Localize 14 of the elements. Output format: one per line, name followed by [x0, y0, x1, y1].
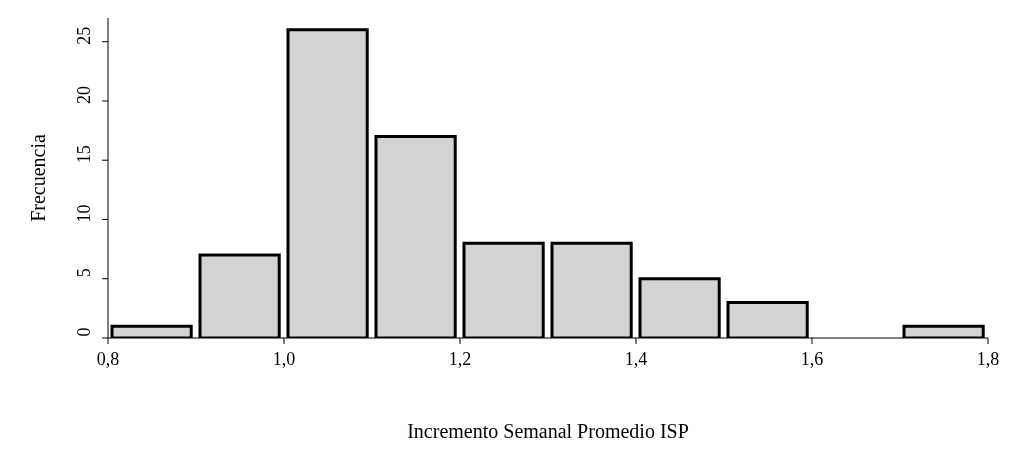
y-tick-label: 5: [74, 268, 94, 278]
y-tick-label: 20: [74, 85, 94, 104]
x-tick-label: 1,6: [800, 348, 824, 369]
y-tick-label: 10: [74, 204, 94, 223]
x-tick-label: 1,8: [976, 348, 1000, 369]
x-tick-label: 1,4: [624, 348, 648, 369]
x-tick-label: 1,2: [448, 348, 472, 369]
y-tick-label: 25: [74, 26, 94, 45]
x-tick-label: 1,0: [272, 348, 296, 369]
x-tick-label: 0,8: [96, 348, 120, 369]
x-axis-title: Incremento Semanal Promedio ISP: [407, 420, 689, 442]
y-tick-label: 15: [74, 145, 94, 164]
y-axis-title: Frecuencia: [27, 134, 50, 222]
y-tick-label: 0: [74, 327, 94, 337]
